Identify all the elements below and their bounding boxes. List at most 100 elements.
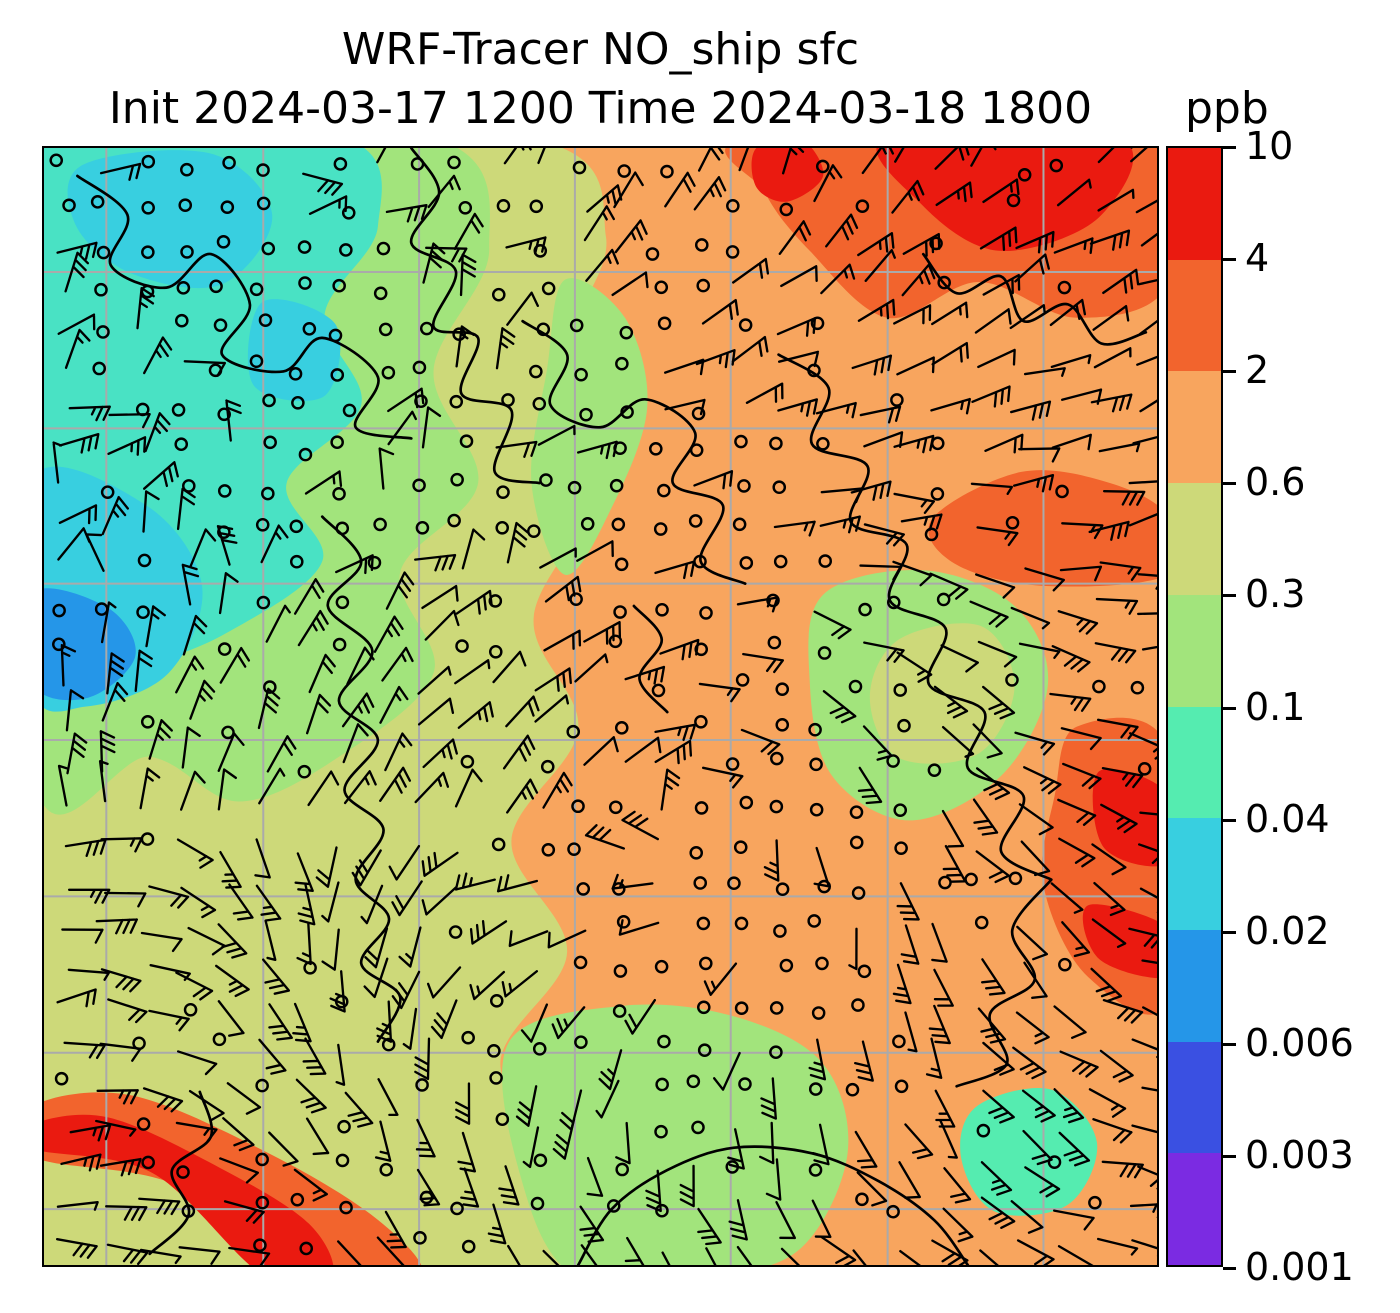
wind-barb — [100, 601, 117, 644]
calm-wind-circle — [381, 1037, 396, 1052]
wind-barb — [1023, 367, 1066, 377]
wind-barb — [417, 697, 455, 726]
calm-wind-circle — [140, 714, 155, 729]
wind-barb — [101, 681, 129, 722]
wind-barb — [179, 770, 206, 811]
calm-wind-circle — [496, 199, 511, 213]
wind-barb — [376, 1000, 393, 1043]
wind-barb — [1141, 645, 1157, 651]
calm-wind-circle — [140, 832, 155, 846]
calm-wind-circle — [808, 1082, 823, 1096]
wind-barb — [979, 1249, 999, 1265]
calm-wind-circle — [1058, 957, 1072, 972]
calm-wind-circle — [651, 683, 666, 698]
calm-wind-circle — [699, 956, 713, 971]
calm-wind-circle — [732, 517, 747, 532]
wind-barb — [415, 1118, 436, 1158]
colorbar-tick — [1223, 258, 1236, 262]
wind-barb — [1128, 513, 1157, 527]
wind-barb — [974, 573, 1016, 599]
wind-barb — [970, 148, 997, 167]
wind-barb — [266, 735, 297, 773]
wind-barb — [106, 1243, 149, 1265]
wind-barb — [295, 1078, 327, 1114]
calm-wind-circle — [141, 200, 155, 215]
calm-wind-circle — [929, 236, 943, 251]
calm-wind-circle — [1005, 515, 1020, 530]
wind-barb — [69, 1124, 112, 1142]
calm-wind-circle — [96, 245, 111, 260]
wind-barb — [1096, 1237, 1139, 1256]
wind-barb — [537, 424, 576, 446]
calm-wind-circle — [615, 356, 629, 371]
wind-barb — [99, 1042, 142, 1062]
wind-barb — [1016, 1239, 1055, 1265]
calm-wind-circle — [333, 157, 348, 171]
calm-wind-circle — [137, 553, 152, 568]
wind-barb — [175, 971, 214, 1001]
field-region-cyan-patch-a — [67, 150, 273, 289]
calm-wind-circle — [733, 840, 748, 855]
wind-barb — [933, 968, 954, 1007]
wind-barb — [1024, 1166, 1061, 1198]
wind-barb — [98, 760, 109, 803]
wind-barb — [1128, 480, 1157, 485]
wind-barb — [181, 563, 200, 606]
wind-barb — [217, 732, 245, 773]
wind-barb — [896, 882, 920, 921]
wind-barb — [854, 1130, 878, 1169]
calm-wind-circle — [611, 517, 626, 532]
wind-barb — [1102, 268, 1140, 295]
colorbar — [1166, 146, 1223, 1267]
wind-barb — [976, 526, 1019, 547]
calm-wind-circle — [339, 243, 353, 257]
wind-barb — [188, 1089, 225, 1122]
wind-barb — [261, 958, 291, 995]
wind-barb — [1020, 840, 1051, 877]
wind-barb — [421, 406, 442, 449]
calm-wind-circle — [447, 513, 461, 528]
wind-barb — [777, 398, 819, 417]
wind-barb — [219, 646, 251, 684]
wind-barb — [217, 768, 238, 811]
wind-barb — [293, 1168, 328, 1202]
calm-wind-circle — [337, 1119, 351, 1134]
calm-wind-circle — [696, 1000, 711, 1015]
wind-barb — [1062, 762, 1102, 790]
calm-wind-circle — [541, 281, 556, 296]
wind-barb — [377, 1078, 399, 1117]
calm-wind-circle — [620, 405, 634, 419]
wind-barb — [181, 726, 201, 769]
wind-barb — [698, 682, 741, 703]
calm-wind-circle — [255, 517, 270, 532]
wind-barb — [139, 767, 161, 810]
field-region-red-top-right — [876, 148, 1134, 251]
wind-barb — [859, 564, 902, 581]
wind-barb — [99, 730, 116, 773]
wind-barb — [344, 1091, 374, 1128]
wind-barb — [813, 610, 852, 640]
calm-wind-circle — [532, 396, 547, 411]
wind-barb — [461, 528, 486, 570]
calm-wind-circle — [572, 160, 587, 175]
wind-barb — [982, 1041, 1015, 1076]
calm-wind-circle — [491, 837, 506, 852]
wind-barb — [621, 810, 659, 841]
wind-barb — [100, 837, 143, 853]
wind-barb — [893, 492, 936, 514]
wind-barb — [343, 770, 377, 805]
wind-barb — [1049, 298, 1087, 327]
calm-wind-circle — [660, 164, 674, 179]
wind-barb — [624, 998, 656, 1035]
calm-wind-circle — [527, 524, 541, 538]
wind-barb — [551, 1006, 586, 1040]
calm-wind-circle — [1088, 1195, 1102, 1210]
wind-barb — [970, 482, 1014, 495]
wind-barb — [422, 242, 446, 284]
wind-barb — [85, 533, 105, 572]
calm-wind-circle — [569, 592, 583, 606]
calm-wind-circle — [289, 519, 304, 534]
wind-barb — [1139, 887, 1157, 914]
wind-barb — [58, 504, 98, 525]
wind-barb — [539, 547, 577, 569]
